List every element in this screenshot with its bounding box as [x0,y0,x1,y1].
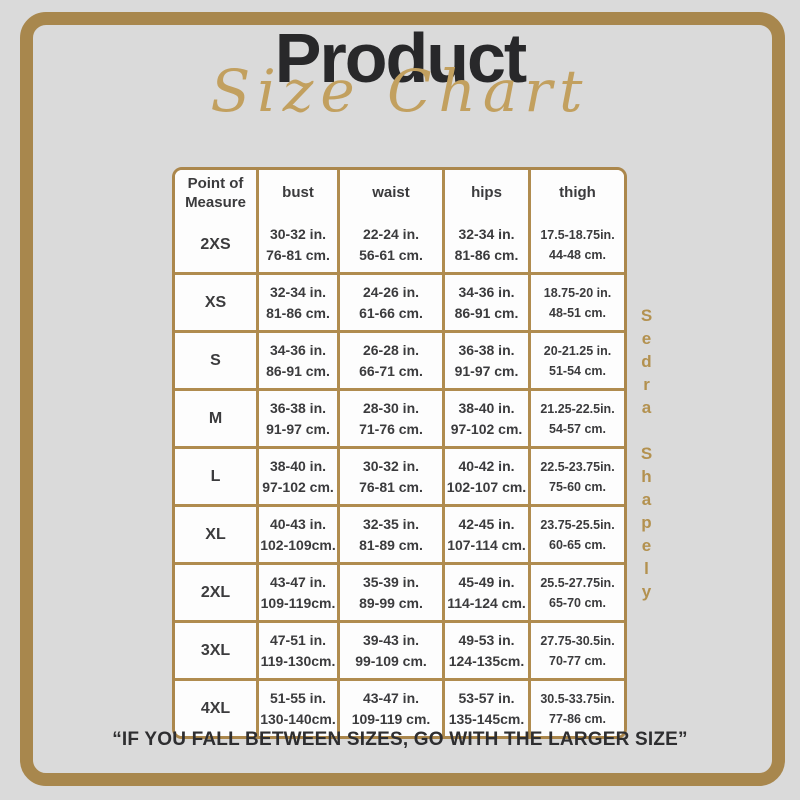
size-row: 2XL 43-47 in. 109-119cm. 35-39 in. 89-99 c… [175,565,624,623]
size-label: L [175,449,259,507]
brand-vertical-text: Sedra Shapely [637,306,656,605]
measurement-cell: 34-36 in. 86-91 cm. [445,275,531,333]
measurement-cell: 51-55 in. 130-140cm. [259,681,340,736]
size-label: 2XS [175,217,259,275]
measurement-cell: 36-38 in. 91-97 cm. [445,333,531,391]
size-label: S [175,333,259,391]
measurement-cell: 42-45 in. 107-114 cm. [445,507,531,565]
measurement-cell: 40-42 in. 102-107 cm. [445,449,531,507]
measurement-cell: 30.5-33.75in. 77-86 cm. [531,681,624,736]
measurement-cell: 26-28 in. 66-71 cm. [340,333,445,391]
measurement-cell: 18.75-20 in. 48-51 cm. [531,275,624,333]
measurement-cell: 43-47 in. 109-119cm. [259,565,340,623]
measurement-cell: 23.75-25.5in. 60-65 cm. [531,507,624,565]
size-row: 4XL 51-55 in. 130-140cm. 43-47 in. 109-119… [175,681,624,736]
measurement-cell: 40-43 in. 102-109cm. [259,507,340,565]
title-block: Product Size Chart [0,19,800,125]
measurement-cell: 38-40 in. 97-102 cm. [259,449,340,507]
measurement-cell: 35-39 in. 89-99 cm. [340,565,445,623]
measurement-cell: 43-47 in. 109-119 cm. [340,681,445,736]
page-title: Product [274,19,527,97]
column-header: Point of Measure [175,170,259,217]
column-header: thigh [531,170,624,217]
measurement-cell: 53-57 in. 135-145cm. [445,681,531,736]
page-subtitle-script: Size Chart [210,56,590,125]
measurement-cell: 32-35 in. 81-89 cm. [340,507,445,565]
measurement-cell: 17.5-18.75in. 44-48 cm. [531,217,624,275]
size-label: 4XL [175,681,259,736]
size-row: S 34-36 in. 86-91 cm. 26-28 in. 66-71 cm. 3… [175,333,624,391]
size-row: L 38-40 in. 97-102 cm. 30-32 in. 76-81 cm.… [175,449,624,507]
measurement-cell: 32-34 in. 81-86 cm. [259,275,340,333]
measurement-cell: 36-38 in. 91-97 cm. [259,391,340,449]
measurement-cell: 22.5-23.75in. 75-60 cm. [531,449,624,507]
column-header: hips [445,170,531,217]
size-label: 2XL [175,565,259,623]
measurement-cell: 38-40 in. 97-102 cm. [445,391,531,449]
measurement-cell: 27.75-30.5in. 70-77 cm. [531,623,624,681]
measurement-cell: 20-21.25 in. 51-54 cm. [531,333,624,391]
size-row: 2XS 30-32 in. 76-81 cm. 22-24 in. 56-61 cm… [175,217,624,275]
table-header-row: Point of Measure bust waist hips thigh [175,170,624,217]
size-label: M [175,391,259,449]
measurement-cell: 28-30 in. 71-76 cm. [340,391,445,449]
measurement-cell: 34-36 in. 86-91 cm. [259,333,340,391]
measurement-cell: 22-24 in. 56-61 cm. [340,217,445,275]
size-row: 3XL 47-51 in. 119-130cm. 39-43 in. 99-109 … [175,623,624,681]
size-chart-table: Point of Measure bust waist hips thigh 2XS 30… [172,167,627,739]
measurement-cell: 25.5-27.75in. 65-70 cm. [531,565,624,623]
measurement-cell: 49-53 in. 124-135cm. [445,623,531,681]
footer-quote: “IF YOU FALL BETWEEN SIZES, GO WITH THE … [112,729,688,750]
size-row: XL 40-43 in. 102-109cm. 32-35 in. 81-89 cm… [175,507,624,565]
measurement-cell: 45-49 in. 114-124 cm. [445,565,531,623]
measurement-cell: 21.25-22.5in. 54-57 cm. [531,391,624,449]
column-header: bust [259,170,340,217]
measurement-cell: 32-34 in. 81-86 cm. [445,217,531,275]
size-row: XS 32-34 in. 81-86 cm. 24-26 in. 61-66 cm.… [175,275,624,333]
column-header: waist [340,170,445,217]
measurement-cell: 39-43 in. 99-109 cm. [340,623,445,681]
size-row: M 36-38 in. 91-97 cm. 28-30 in. 71-76 cm. 3… [175,391,624,449]
size-label: XL [175,507,259,565]
measurement-cell: 47-51 in. 119-130cm. [259,623,340,681]
measurement-cell: 30-32 in. 76-81 cm. [259,217,340,275]
size-label: XS [175,275,259,333]
size-label: 3XL [175,623,259,681]
size-chart-table-container: Point of Measure bust waist hips thigh 2XS 30… [172,167,627,739]
measurement-cell: 24-26 in. 61-66 cm. [340,275,445,333]
measurement-cell: 30-32 in. 76-81 cm. [340,449,445,507]
